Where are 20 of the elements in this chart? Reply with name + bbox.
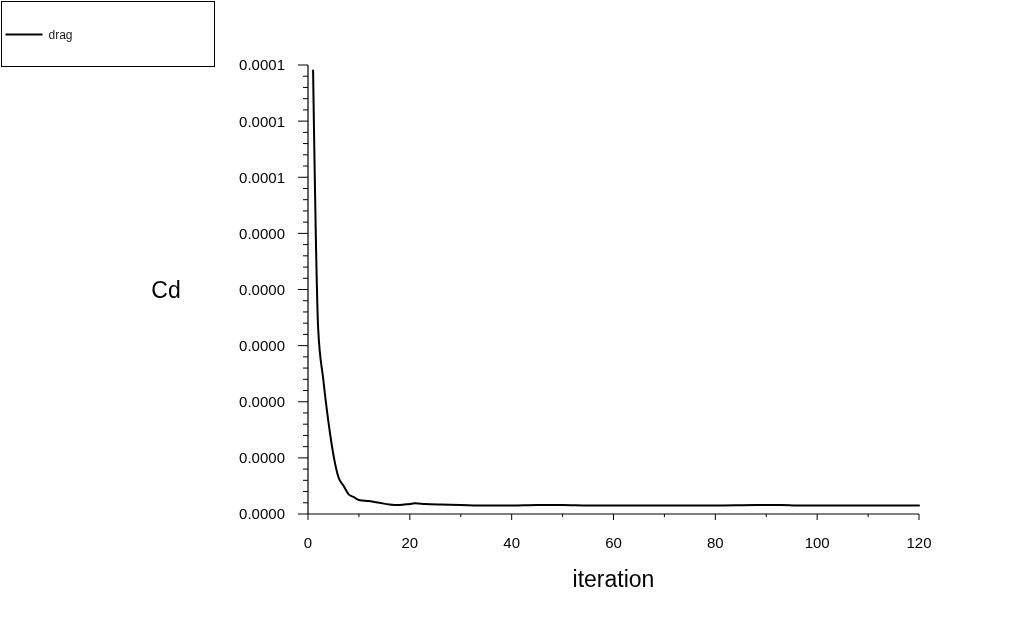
y-tick-label: 0.0000 (239, 280, 285, 298)
y-tick-label: 0.0001 (239, 168, 285, 186)
y-tick-label: 0.0001 (239, 112, 285, 130)
x-tick-label: 60 (605, 534, 622, 552)
y-tick-label: 0.0001 (239, 56, 285, 74)
y-tick-label: 0.0000 (239, 449, 285, 467)
x-axis-title: iteration (572, 566, 655, 593)
legend-label: drag (48, 27, 73, 42)
x-tick-label: 40 (503, 534, 521, 552)
y-tick-label: 0.0000 (239, 393, 285, 411)
y-axis-title: Cd (151, 276, 181, 303)
y-tick-label: 0.0000 (239, 337, 285, 355)
x-tick-label: 0 (303, 534, 313, 552)
line-series (312, 69, 920, 507)
y-tick-label: 0.0000 (239, 505, 285, 523)
x-tick-label: 20 (401, 534, 419, 552)
x-tick-label: 120 (906, 534, 932, 552)
x-tick-label: 80 (706, 534, 724, 552)
y-tick-label: 0.0000 (239, 224, 285, 242)
x-tick-label: 100 (804, 534, 830, 552)
